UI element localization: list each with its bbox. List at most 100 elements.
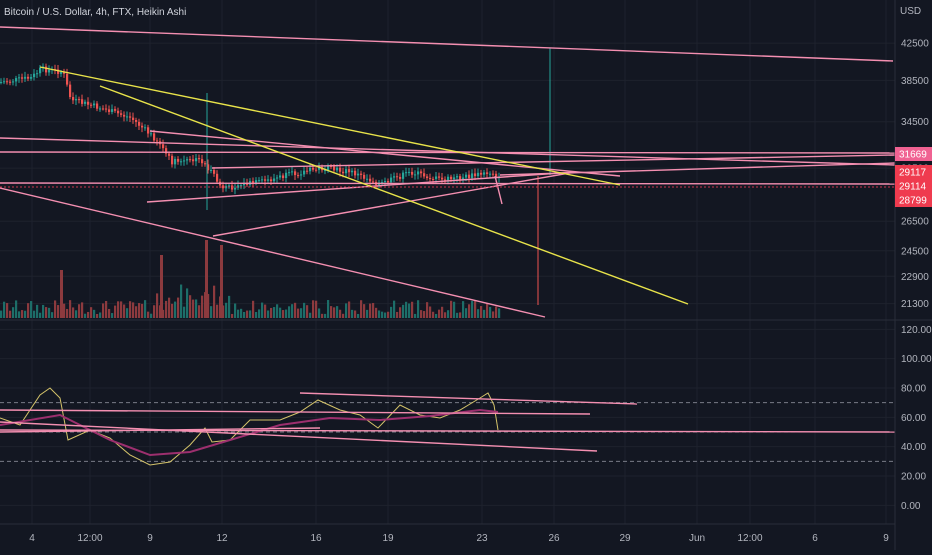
volume-bar [123, 304, 126, 318]
volume-bar [291, 304, 294, 318]
trendline-yellow[interactable] [39, 66, 621, 186]
candle-body [189, 159, 192, 161]
rsi-trendline[interactable] [0, 409, 591, 415]
candle-body [36, 73, 39, 75]
candle-body [267, 179, 270, 181]
volume-bar [318, 308, 321, 318]
candle-body [9, 81, 12, 83]
candle-body [87, 101, 90, 105]
candle-body [81, 99, 84, 104]
candle-body [162, 144, 165, 149]
trendline[interactable] [494, 175, 503, 205]
candle-body [333, 166, 336, 171]
rsi-axis[interactable]: 120.00 100.00 80.00 60.00 40.00 20.00 0.00 [901, 325, 932, 512]
candle-body [153, 133, 156, 141]
candle-body [174, 158, 177, 165]
candle-body [411, 171, 414, 175]
candle-body [18, 77, 21, 79]
candle-body [135, 119, 138, 122]
trendline[interactable] [212, 171, 576, 237]
candle-body [489, 173, 492, 175]
volume-bar [6, 303, 9, 318]
candle-body [357, 173, 360, 176]
candle-body [24, 76, 27, 79]
time-tick-label: 9 [147, 533, 153, 544]
rsi-ma-line [0, 408, 499, 457]
volume-bar [141, 303, 144, 318]
volume-bar [300, 308, 303, 318]
candle-body [126, 116, 129, 118]
candle-body [63, 72, 66, 74]
volume-bar [231, 313, 234, 318]
rsi-trendline[interactable] [299, 392, 638, 405]
time-tick-label: 12:00 [77, 533, 102, 544]
volume-bar [474, 300, 477, 318]
time-tick-label: 19 [382, 533, 394, 544]
volume-bar [468, 304, 471, 318]
candle-body [207, 164, 210, 171]
rsi-trendline[interactable] [0, 421, 598, 452]
volume-bar [246, 310, 249, 318]
candle-body [237, 185, 240, 188]
candle-body [186, 159, 189, 161]
volume-bars [0, 240, 501, 318]
volume-bar [438, 309, 441, 318]
volume-bar [237, 309, 240, 318]
time-axis[interactable]: 4 12:00 9 12 16 19 23 26 29 Jun 12:00 6 9 [29, 533, 889, 544]
trendline[interactable] [211, 154, 896, 169]
trendline[interactable] [0, 182, 896, 185]
volume-bar [408, 303, 411, 318]
candle-body [381, 182, 384, 184]
candle-body [354, 170, 357, 176]
volume-bar [279, 307, 282, 318]
candle-body [234, 187, 237, 190]
candle-body [123, 114, 126, 117]
candle-body [84, 101, 87, 104]
candle-body [117, 110, 120, 114]
volume-bar [459, 312, 462, 318]
price-tag [895, 165, 932, 179]
trendline[interactable] [0, 151, 896, 154]
candle-body [273, 178, 276, 182]
trendline[interactable] [499, 162, 896, 176]
volume-bar [18, 311, 21, 318]
candle-body [183, 160, 186, 162]
candle-body [309, 167, 312, 172]
candle-body [222, 185, 225, 189]
candle-body [468, 174, 471, 179]
candle-body [348, 169, 351, 173]
volume-bar [0, 310, 3, 318]
candle-body [141, 125, 144, 128]
volume-bar [30, 301, 33, 318]
volume-bar [87, 311, 90, 318]
candle-body [90, 104, 93, 106]
price-tick-label: 21300 [901, 299, 929, 310]
candle-body [303, 170, 306, 175]
price-tag-label: 28799 [899, 196, 927, 207]
volume-bar [66, 308, 69, 318]
candle-body [96, 103, 99, 109]
trendline[interactable] [0, 187, 546, 318]
candle-body [120, 113, 123, 115]
trendline-yellow[interactable] [99, 85, 689, 305]
volume-bar [480, 306, 483, 318]
trendline[interactable] [0, 137, 896, 166]
candle-body [402, 172, 405, 179]
candle-body [105, 108, 108, 110]
rsi-trendline[interactable] [0, 427, 321, 433]
trendline[interactable] [0, 26, 894, 62]
candle-body [291, 171, 294, 173]
volume-bar [48, 307, 51, 318]
volume-bar [147, 311, 150, 318]
volume-bar [117, 301, 120, 318]
volume-bar [192, 299, 195, 318]
volume-bar [255, 311, 258, 318]
candle-body [258, 180, 261, 182]
price-tag [895, 179, 932, 193]
rsi-tick-label: 0.00 [901, 501, 921, 512]
candle-body [204, 163, 207, 165]
price-tag-label: 29114 [899, 182, 927, 193]
